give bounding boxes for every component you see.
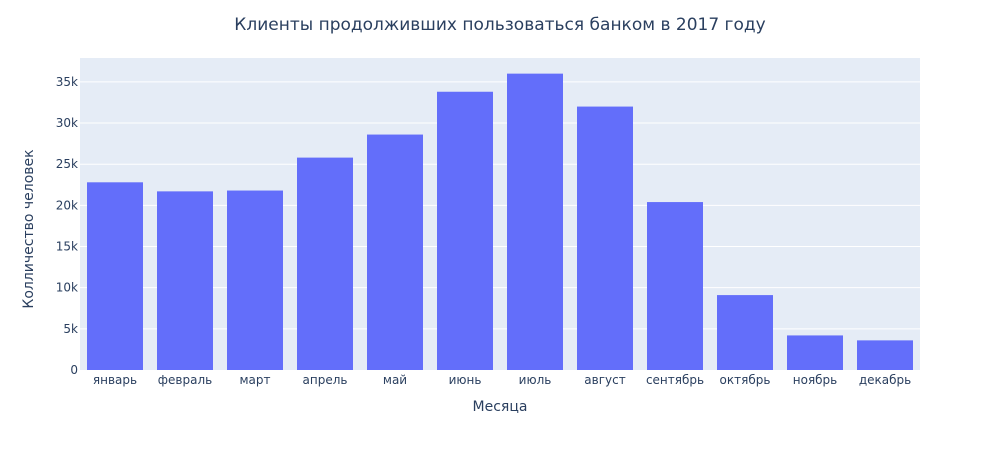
y-tick-label: 20k bbox=[56, 198, 78, 212]
bar-4[interactable] bbox=[297, 157, 353, 370]
x-tick-label: сентябрь bbox=[646, 373, 704, 387]
bar-10[interactable] bbox=[717, 295, 773, 370]
x-tick-label: август bbox=[584, 373, 625, 387]
y-tick-label: 5k bbox=[63, 322, 78, 336]
x-tick-label: июнь bbox=[449, 373, 482, 387]
bars bbox=[87, 73, 913, 371]
y-tick-label: 15k bbox=[56, 240, 78, 254]
x-tick-label: март bbox=[239, 373, 270, 387]
plot-area bbox=[80, 58, 920, 370]
bar-2[interactable] bbox=[157, 191, 213, 370]
bar-9[interactable] bbox=[647, 202, 703, 370]
y-tick-label: 25k bbox=[56, 157, 78, 171]
bar-12[interactable] bbox=[857, 340, 913, 370]
y-tick-label: 30k bbox=[56, 116, 78, 130]
bar-5[interactable] bbox=[367, 134, 423, 370]
bar-6[interactable] bbox=[437, 91, 493, 370]
bar-8[interactable] bbox=[577, 106, 633, 371]
x-tick-label: январь bbox=[93, 373, 137, 387]
x-tick-label: февраль bbox=[158, 373, 212, 387]
x-tick-label: октябрь bbox=[720, 373, 771, 387]
y-tick-labels: 0 5k 10k 15k 20k 25k 30k 35k bbox=[56, 75, 78, 377]
x-tick-label: июль bbox=[519, 373, 552, 387]
y-tick-label: 35k bbox=[56, 75, 78, 89]
bar-7[interactable] bbox=[507, 73, 563, 370]
y-tick-label: 0 bbox=[70, 363, 78, 377]
y-axis-title: Колличество человек bbox=[21, 149, 37, 308]
bar-3[interactable] bbox=[227, 190, 283, 370]
x-tick-label: апрель bbox=[303, 373, 348, 387]
bar-11[interactable] bbox=[787, 335, 843, 370]
x-tick-label: декабрь bbox=[859, 373, 911, 387]
x-tick-label: май bbox=[383, 373, 407, 387]
chart-title: Клиенты продолживших пользоваться банком… bbox=[234, 15, 765, 35]
x-tick-label: ноябрь bbox=[793, 373, 838, 387]
bar-1[interactable] bbox=[87, 182, 143, 370]
y-tick-label: 10k bbox=[56, 281, 78, 295]
x-tick-labels: январь февраль март апрель май июнь июль август… bbox=[93, 373, 911, 387]
x-axis-title: Месяца bbox=[473, 399, 528, 415]
gridlines bbox=[80, 81, 920, 330]
